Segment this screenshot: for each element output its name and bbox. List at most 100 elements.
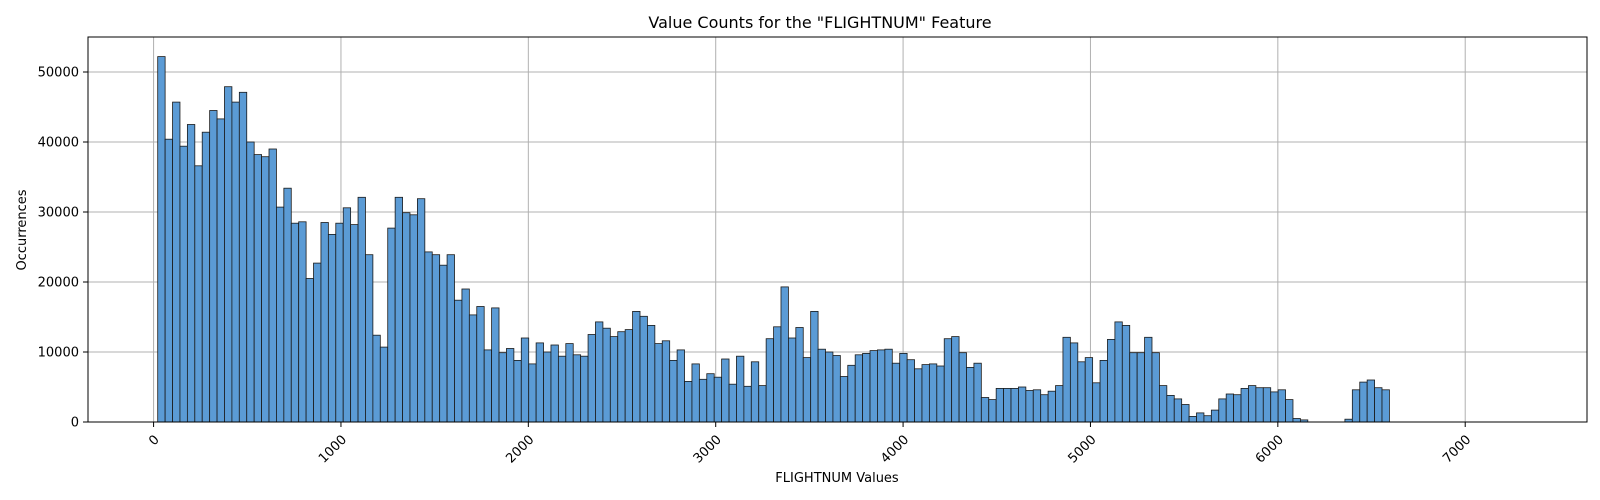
histogram-bar xyxy=(1233,394,1242,423)
histogram-bar xyxy=(1196,412,1205,423)
histogram-bar xyxy=(966,366,975,423)
histogram-bar xyxy=(891,362,901,423)
histogram-bar xyxy=(572,354,582,423)
histogram-bar xyxy=(402,212,411,423)
x-axis-title: FLIGHTNUM Values xyxy=(775,471,899,486)
histogram-bar xyxy=(365,254,374,423)
histogram-bar xyxy=(498,352,507,423)
histogram-bar xyxy=(550,344,559,423)
histogram-bar xyxy=(513,359,522,423)
histogram-bar xyxy=(327,233,337,423)
histogram-bar xyxy=(1032,389,1042,423)
x-tick-label: 5000 xyxy=(1065,432,1099,466)
histogram-bar xyxy=(1055,385,1064,423)
histogram-bar xyxy=(1121,324,1131,423)
histogram-bar xyxy=(869,350,878,423)
histogram-bar xyxy=(357,196,366,423)
histogram-bar xyxy=(1277,389,1286,423)
histogram-bar xyxy=(565,343,574,423)
histogram-bar xyxy=(1084,357,1094,423)
histogram-bar xyxy=(765,338,774,423)
histogram-bar xyxy=(387,227,396,423)
histogram-bar xyxy=(1359,381,1368,423)
histogram-bar xyxy=(172,101,181,423)
histogram-bar xyxy=(1270,391,1279,423)
histogram-bar xyxy=(921,364,930,423)
histogram-bar xyxy=(1003,387,1012,423)
histogram-bar xyxy=(335,222,344,423)
histogram-bar xyxy=(276,206,285,423)
histogram-bar xyxy=(224,86,233,423)
y-tick-label: 10000 xyxy=(38,346,79,361)
histogram-bar xyxy=(1144,336,1153,423)
histogram-bar xyxy=(1210,409,1220,423)
histogram-bar xyxy=(1107,338,1116,423)
y-tick-label: 30000 xyxy=(38,206,79,221)
x-tick-label: 2000 xyxy=(503,432,537,466)
histogram-bar xyxy=(238,91,248,423)
y-tick-label: 50000 xyxy=(38,66,79,81)
histogram-bar xyxy=(1203,415,1212,423)
histogram-bar xyxy=(750,361,760,423)
histogram-bar xyxy=(647,324,656,423)
histogram-bar xyxy=(283,187,292,423)
histogram-bar xyxy=(639,315,648,423)
y-axis-ticks: 0 10000 20000 30000 40000 50000 xyxy=(38,66,88,431)
histogram-bar xyxy=(1129,352,1138,423)
histogram-bar xyxy=(743,385,752,423)
histogram-bar xyxy=(988,399,997,423)
plot-frame xyxy=(87,36,1588,423)
histogram-bar xyxy=(379,346,389,423)
histogram-bar xyxy=(728,383,737,423)
histogram-bar xyxy=(179,145,188,423)
histogram-bar xyxy=(253,154,262,423)
chart-title: Value Counts for the "FLIGHTNUM" Feature xyxy=(648,13,991,32)
histogram-bar xyxy=(609,336,619,423)
y-tick-label: 20000 xyxy=(38,276,79,291)
histogram-bar xyxy=(1077,361,1086,423)
histogram-bar xyxy=(1069,342,1079,423)
histogram-bar xyxy=(320,222,329,423)
bars xyxy=(157,56,1390,423)
histogram-bar xyxy=(342,207,352,423)
histogram-bar xyxy=(928,363,938,423)
histogram-bar xyxy=(691,363,700,423)
y-tick-label: 40000 xyxy=(38,136,79,151)
histogram-bar xyxy=(417,198,426,423)
histogram-bar xyxy=(1166,394,1175,423)
histogram-bar xyxy=(958,352,967,423)
histogram-bar xyxy=(877,349,886,423)
histogram-bar xyxy=(231,101,240,423)
histogram-bar xyxy=(1151,352,1160,423)
histogram-bar xyxy=(906,359,915,423)
x-tick-label: 6000 xyxy=(1253,432,1287,466)
histogram-bar xyxy=(706,373,715,423)
histogram-bar xyxy=(1366,379,1375,423)
histogram-bar xyxy=(995,387,1004,423)
histogram-bar xyxy=(580,355,589,423)
histogram-bar xyxy=(1262,387,1272,423)
histogram-bar xyxy=(661,340,671,423)
x-tick-label: 1000 xyxy=(316,432,350,466)
histogram-bar xyxy=(313,262,322,423)
histogram-bar xyxy=(1292,418,1301,423)
histogram-bar xyxy=(1114,321,1123,423)
histogram-bar xyxy=(825,351,834,423)
histogram-bar xyxy=(758,385,767,423)
histogram-bar xyxy=(884,348,893,423)
histogram-bar xyxy=(1255,387,1264,423)
histogram-bar xyxy=(543,351,552,423)
histogram-bar xyxy=(899,352,908,423)
histogram-bar xyxy=(832,355,841,423)
histogram-bar xyxy=(1218,398,1227,423)
histogram-bar xyxy=(595,321,604,423)
histogram-bar xyxy=(1040,394,1049,423)
histogram-bar xyxy=(431,254,441,423)
histogram-bar xyxy=(1248,385,1257,423)
histogram-bar xyxy=(817,348,826,423)
histogram-bar xyxy=(1188,415,1197,423)
histogram-bar xyxy=(439,264,448,423)
histogram-bar xyxy=(624,329,633,423)
histogram-bar xyxy=(1099,359,1108,423)
histogram-bar xyxy=(795,327,804,423)
